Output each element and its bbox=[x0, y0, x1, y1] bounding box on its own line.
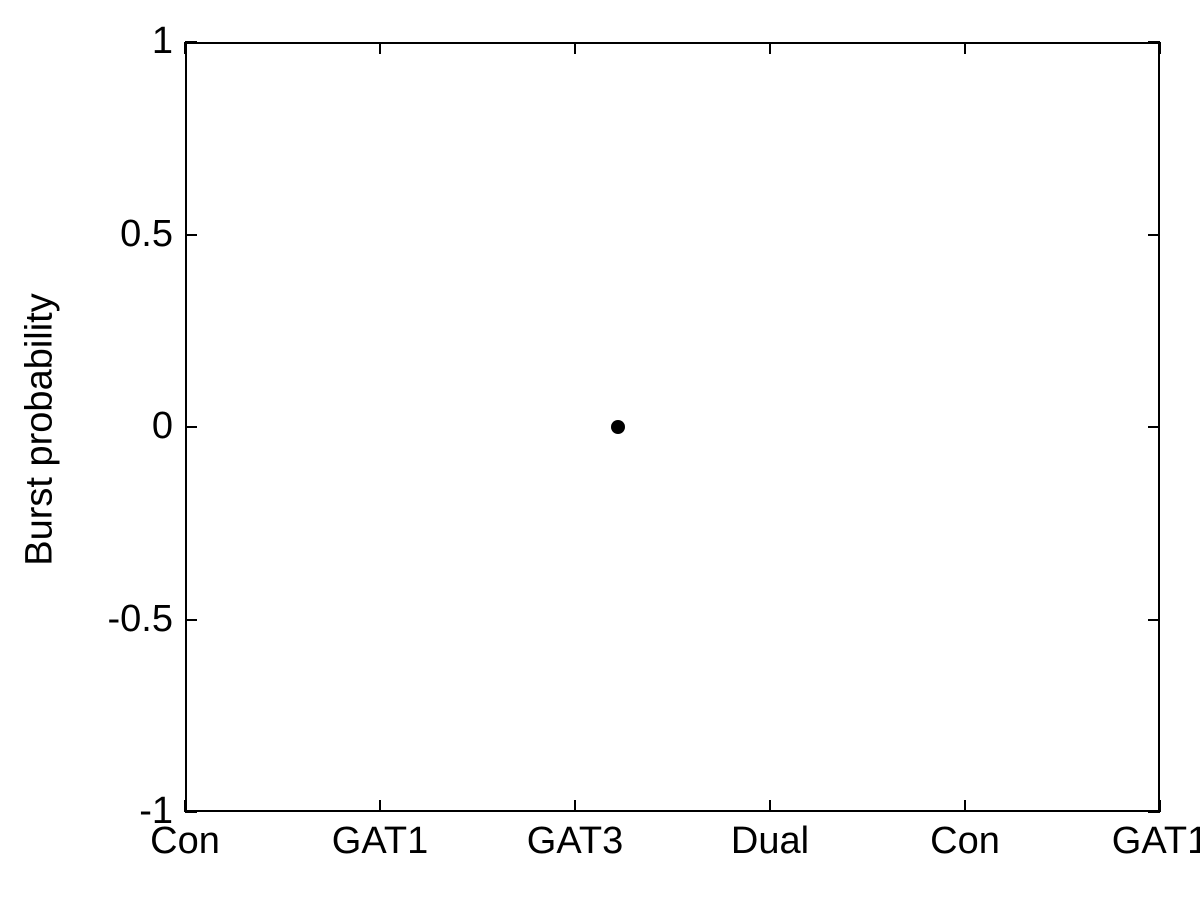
x-tick-mark bbox=[1159, 800, 1161, 812]
x-tick-label: Dual bbox=[690, 820, 850, 863]
plot-area bbox=[185, 42, 1160, 812]
x-tick-label: GAT3 bbox=[495, 820, 655, 863]
x-tick-mark bbox=[184, 800, 186, 812]
y-tick-label: 0.5 bbox=[120, 213, 173, 256]
y-tick-mark bbox=[185, 619, 197, 621]
x-tick-label: Con bbox=[885, 820, 1045, 863]
y-tick-mark bbox=[185, 811, 197, 813]
y-tick-mark bbox=[185, 234, 197, 236]
y-tick-mark bbox=[1148, 426, 1160, 428]
y-tick-mark bbox=[1148, 619, 1160, 621]
x-tick-mark bbox=[184, 42, 186, 54]
x-tick-mark bbox=[379, 42, 381, 54]
x-tick-label: GAT1 bbox=[1080, 820, 1200, 863]
y-axis-label: Burst probability bbox=[19, 280, 62, 580]
x-tick-mark bbox=[1159, 42, 1161, 54]
y-tick-label: 1 bbox=[152, 20, 173, 63]
x-tick-label: GAT1 bbox=[300, 820, 460, 863]
y-tick-mark bbox=[185, 41, 197, 43]
x-tick-mark bbox=[964, 42, 966, 54]
x-tick-mark bbox=[574, 42, 576, 54]
x-tick-mark bbox=[769, 42, 771, 54]
y-tick-mark bbox=[1148, 234, 1160, 236]
y-tick-mark bbox=[185, 426, 197, 428]
x-tick-mark bbox=[379, 800, 381, 812]
y-tick-label: 0 bbox=[152, 405, 173, 448]
x-tick-mark bbox=[574, 800, 576, 812]
chart-container: Burst probability -1-0.500.51ConGAT1GAT3… bbox=[0, 0, 1200, 900]
x-tick-label: Con bbox=[105, 820, 265, 863]
data-point bbox=[611, 420, 625, 434]
x-tick-mark bbox=[769, 800, 771, 812]
y-tick-label: -0.5 bbox=[108, 598, 173, 641]
x-tick-mark bbox=[964, 800, 966, 812]
